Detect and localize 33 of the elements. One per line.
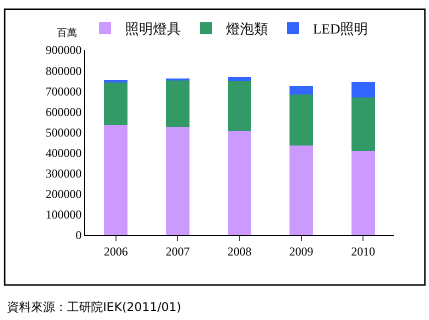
bar: [104, 125, 128, 235]
y-tick-label: 500000: [46, 125, 82, 140]
bar: [228, 130, 252, 235]
bar: [228, 76, 252, 82]
x-tick-label: 2010: [351, 244, 376, 258]
bar: [290, 94, 314, 146]
bar: [166, 127, 190, 235]
source-note: 資料來源：工研院IEK(2011/01): [7, 300, 182, 314]
bar: [166, 80, 190, 128]
bar: [351, 97, 375, 152]
x-tick-label: 2008: [228, 244, 252, 258]
x-tick-label: 2009: [289, 244, 314, 258]
y-tick-label: 700000: [46, 84, 82, 98]
legend-label: 照明燈具: [125, 22, 181, 38]
bar: [290, 86, 314, 95]
legend-label: LED照明: [313, 22, 368, 38]
y-tick-label: 100000: [46, 208, 82, 222]
bar: [104, 82, 128, 126]
bar: [228, 81, 252, 131]
y-tick-label: 0: [76, 228, 82, 242]
legend-label: 燈泡類: [226, 22, 268, 38]
y-tick-label: 600000: [46, 104, 82, 119]
y-tick-label: 400000: [46, 146, 82, 160]
bar: [351, 82, 375, 98]
x-tick-label: 2006: [104, 244, 128, 258]
bar: [290, 145, 314, 235]
x-tick-label: 2007: [166, 244, 190, 258]
y-tick-label: 900000: [46, 43, 82, 58]
y-tick-label: 200000: [46, 187, 82, 202]
bar: [351, 151, 375, 235]
y-axis-title: 百萬: [57, 27, 77, 39]
y-tick-label: 800000: [46, 64, 82, 78]
y-tick-label: 300000: [46, 166, 82, 181]
